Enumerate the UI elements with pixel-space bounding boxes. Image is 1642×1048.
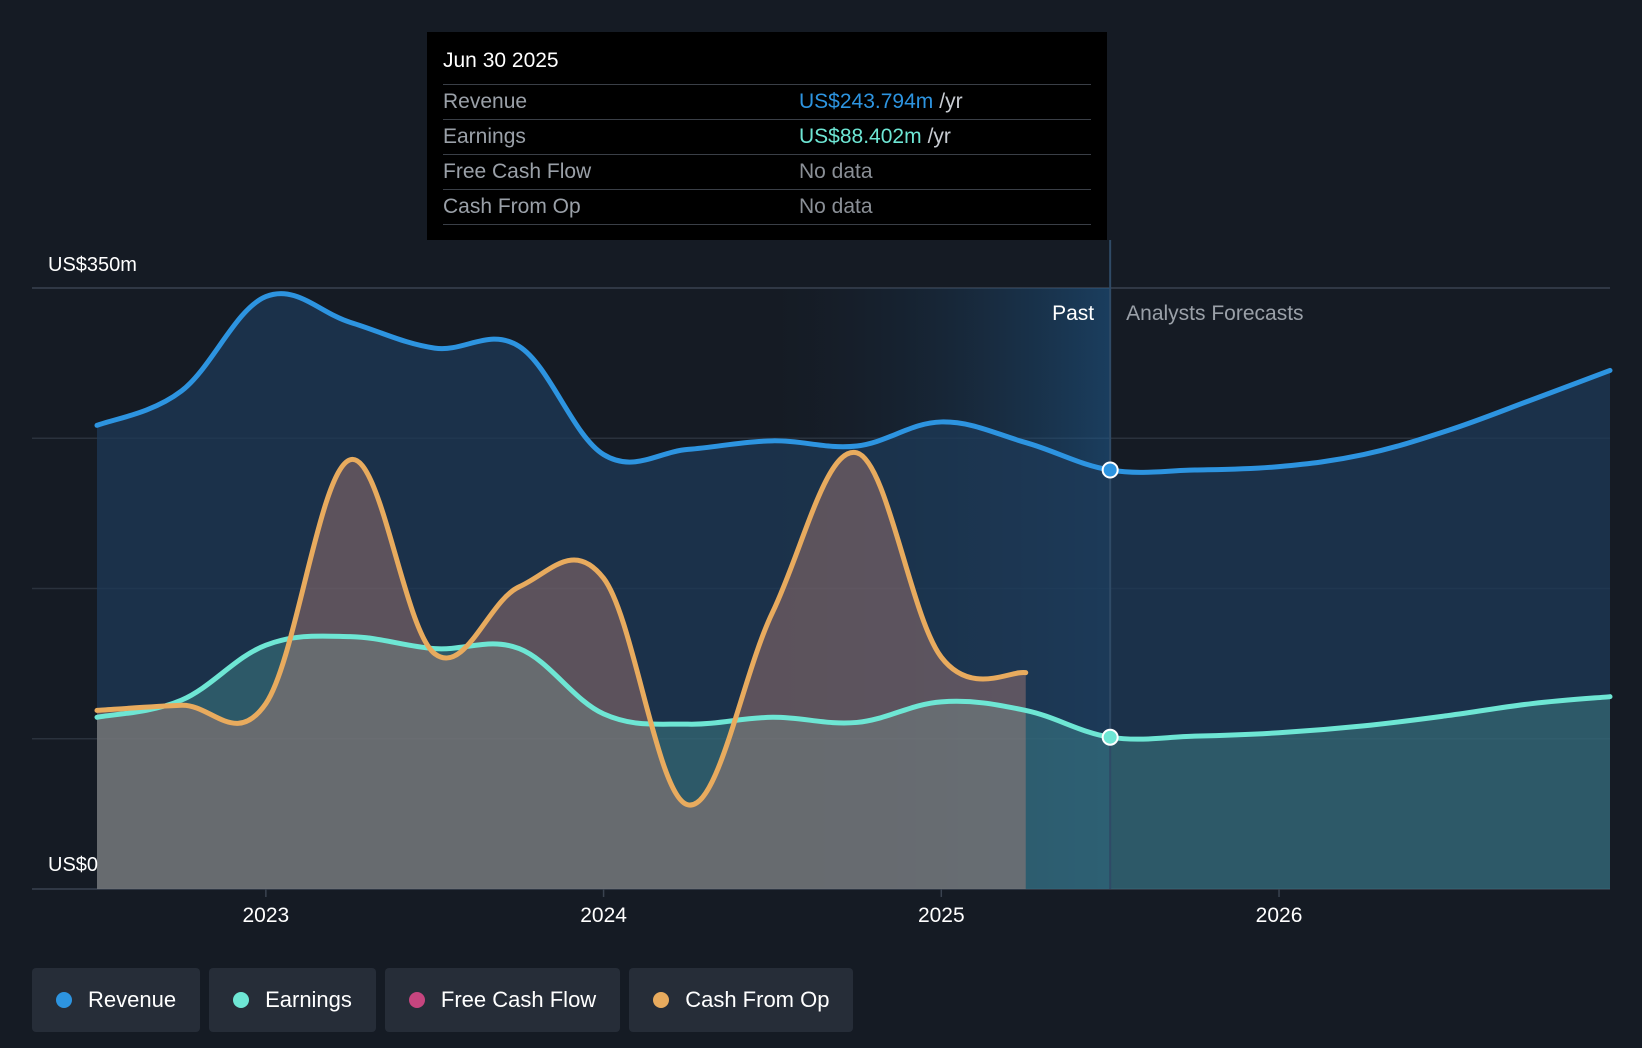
- legend-item-cash-from-op[interactable]: Cash From Op: [629, 968, 854, 1032]
- tooltip-row-free-cash-flow: Free Cash Flow No data: [443, 155, 1091, 190]
- legend-dot-icon: [653, 992, 670, 1008]
- tooltip-value: No data: [799, 160, 873, 183]
- y-axis-bottom-label: US$0: [48, 854, 98, 876]
- legend-label: Revenue: [88, 987, 177, 1012]
- legend-dot-icon: [233, 992, 250, 1008]
- legend-item-earnings[interactable]: Earnings: [209, 968, 376, 1032]
- legend-label: Free Cash Flow: [440, 987, 597, 1012]
- series-line-cash-from-op: [94, 450, 1029, 808]
- tooltip-unit: /yr: [927, 125, 951, 148]
- x-tick-label: 2025: [918, 904, 965, 927]
- tooltip-value: US$88.402m: [799, 125, 922, 148]
- legend-item-revenue[interactable]: Revenue: [32, 968, 201, 1032]
- tooltip-label: Earnings: [443, 125, 526, 148]
- legend-dot-icon: [408, 992, 425, 1008]
- x-tick-label: 2023: [243, 904, 290, 927]
- legend-dot-icon: [56, 992, 72, 1008]
- series-line-earnings: [94, 633, 1613, 742]
- x-tick-label: 2026: [1256, 904, 1303, 927]
- tooltip-value: No data: [799, 195, 873, 218]
- tooltip-panel: Jun 30 2025 Revenue US$243.794m /yr Earn…: [427, 32, 1107, 240]
- tooltip-value: US$243.794m: [799, 90, 934, 113]
- past-region-label: Past: [1052, 302, 1094, 325]
- marker-earnings: [1101, 728, 1119, 746]
- tooltip-unit: /yr: [939, 90, 963, 113]
- tooltip-label: Cash From Op: [443, 195, 581, 218]
- tooltip-row-revenue: Revenue US$243.794m /yr: [443, 85, 1091, 120]
- series-lines: [94, 291, 1613, 808]
- series-line-revenue: [94, 291, 1613, 475]
- legend-item-free-cash-flow[interactable]: Free Cash Flow: [384, 968, 621, 1032]
- tooltip-label: Revenue: [443, 90, 528, 113]
- current-value-markers: [1101, 461, 1119, 746]
- x-axis-ticks: 2023 2024 2025 2026: [243, 889, 1303, 927]
- legend-label: Earnings: [265, 987, 352, 1012]
- tooltip-row-cash-from-op: Cash From Op No data: [443, 190, 1091, 225]
- marker-revenue: [1101, 461, 1119, 479]
- y-axis-top-label: US$350m: [48, 254, 137, 276]
- series-area-revenue: [97, 293, 1610, 890]
- forecast-region-label: Analysts Forecasts: [1126, 302, 1303, 325]
- series-areas: [97, 293, 1610, 890]
- chart-legend: Revenue Earnings Free Cash Flow Cash Fro…: [32, 968, 854, 1032]
- tooltip-row-earnings: Earnings US$88.402m /yr: [443, 120, 1091, 155]
- series-area-earnings: [97, 635, 1610, 889]
- x-tick-label: 2024: [580, 904, 627, 927]
- tooltip-date: Jun 30 2025: [443, 46, 1091, 85]
- tooltip-label: Free Cash Flow: [443, 160, 592, 183]
- legend-label: Cash From Op: [685, 987, 830, 1012]
